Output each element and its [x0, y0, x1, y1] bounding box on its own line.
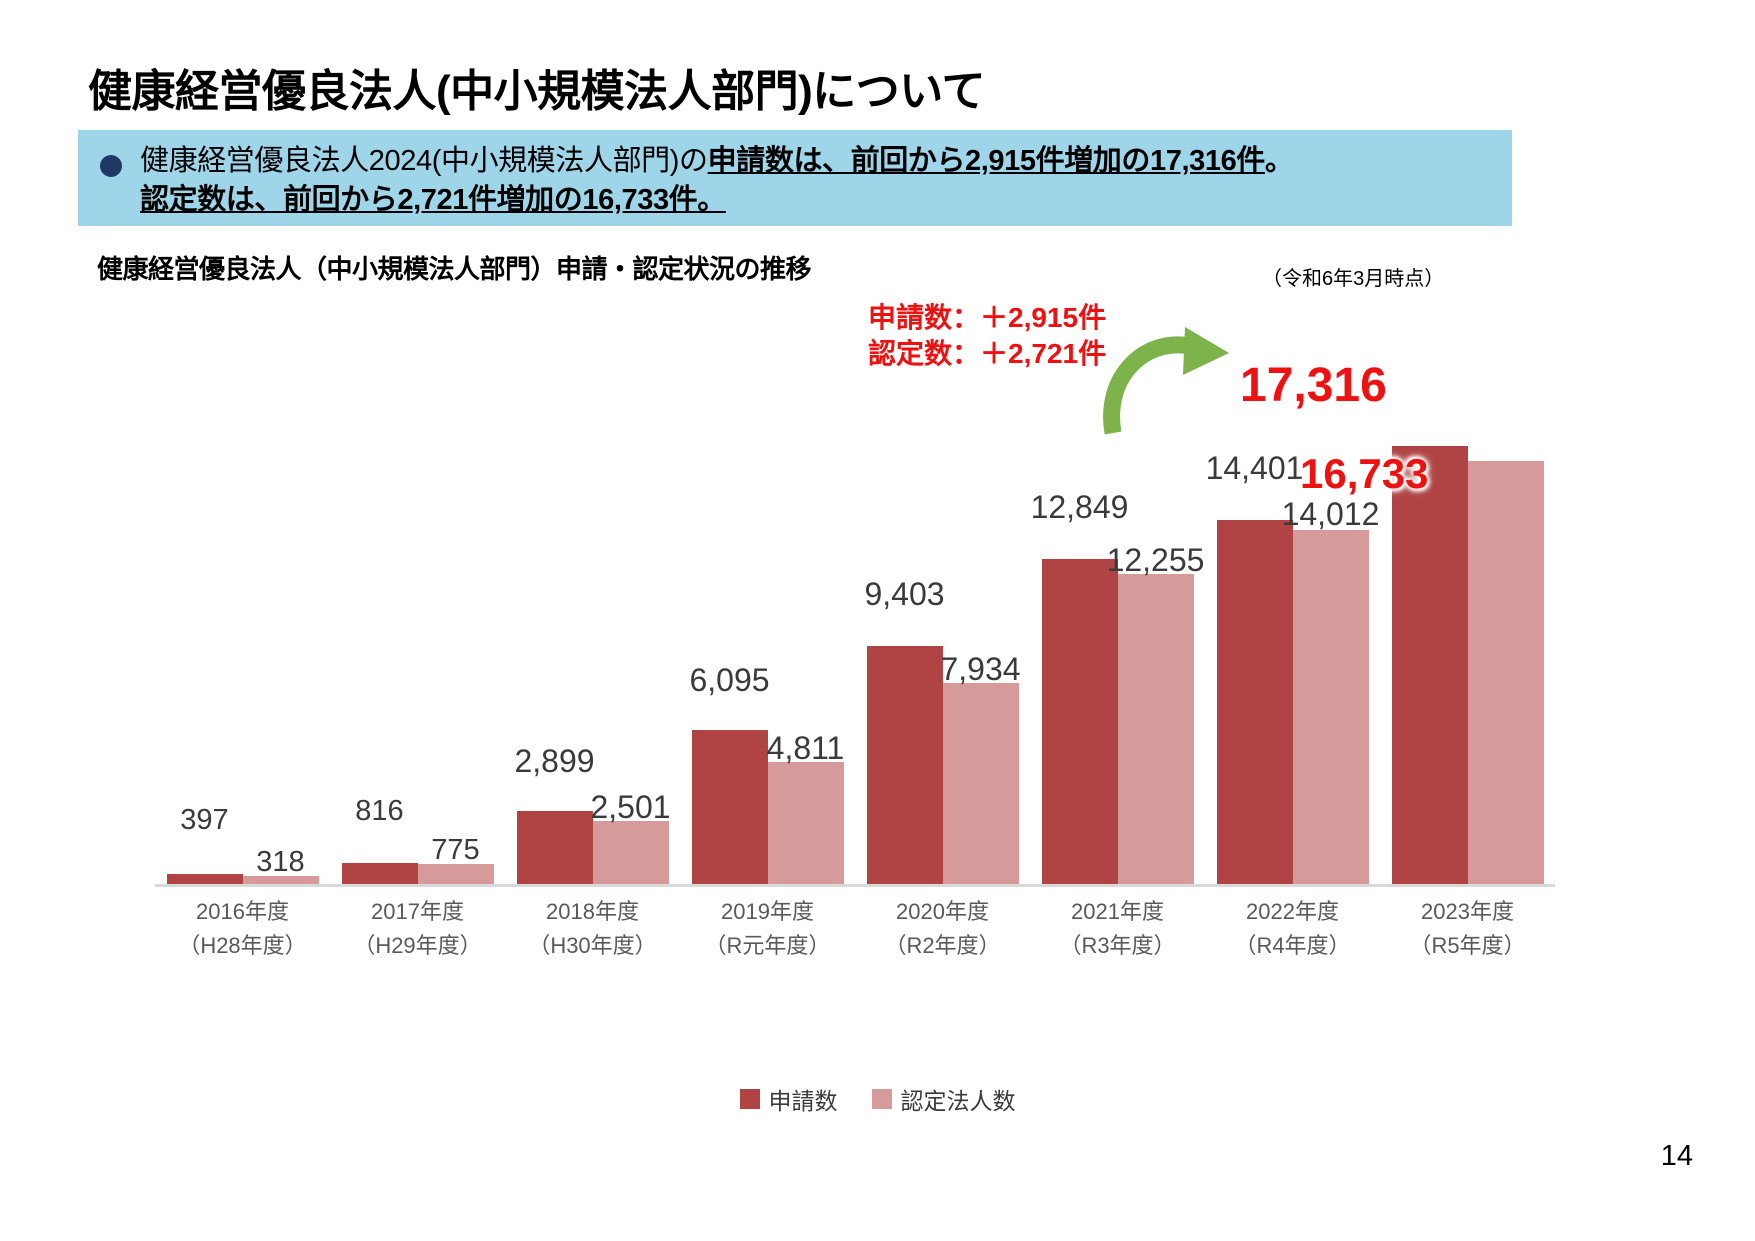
bar-2016年度-申請数 [166, 874, 243, 884]
bar-2023年度-認定法人数 [1467, 461, 1544, 884]
x-axis-era: （H29年度） [353, 933, 482, 958]
x-axis-year: 2020年度 [896, 899, 989, 924]
x-axis-era: （R3年度） [1059, 933, 1176, 958]
bar-label-2017年度-申請数: 816 [355, 795, 404, 827]
annotation-certified: 認定数：＋2,721件 [868, 338, 1107, 369]
bar-label-2019年度-認定法人数: 4,811 [766, 730, 845, 766]
bar-2018年度-申請数 [516, 811, 593, 884]
x-axis-year: 2016年度 [196, 899, 289, 924]
bar-2022年度-認定法人数 [1292, 530, 1369, 884]
bar-2021年度-認定法人数 [1117, 574, 1194, 884]
page-number: 14 [1660, 1140, 1693, 1172]
x-axis-year: 2021年度 [1071, 899, 1164, 924]
x-axis-label-2023年度: 2023年度 （R5年度） [1380, 895, 1555, 963]
chart-date-note: （令和6年3月時点） [1262, 268, 1445, 290]
x-axis-era: （R元年度） [704, 933, 831, 958]
chart-subtitle: 健康経営優良法人（中小規模法人部門）申請・認定状況の推移 [97, 254, 812, 284]
callout-text: 健康経営優良法人2024(中小規模法人部門)の申請数は、前回から2,915件増加… [140, 142, 1294, 220]
x-axis-label-2020年度: 2020年度 （R2年度） [855, 895, 1030, 963]
x-axis-label-2022年度: 2022年度 （R4年度） [1205, 895, 1380, 963]
x-axis-label-2019年度: 2019年度 （R元年度） [680, 895, 855, 963]
highlight-certified-2023: 16,733 [1300, 450, 1429, 497]
bar-label-2020年度-認定法人数: 7,934 [940, 651, 1021, 687]
bar-2018年度-認定法人数 [592, 821, 669, 884]
x-axis-label-2016年度: 2016年度 （H28年度） [155, 895, 330, 963]
callout-line1-part3: 。 [1264, 145, 1294, 177]
bar-2017年度-申請数 [341, 863, 418, 884]
x-axis-era: （R4年度） [1234, 933, 1351, 958]
bar-2017年度-認定法人数 [417, 864, 494, 884]
annotation-applications: 申請数：＋2,915件 [868, 302, 1107, 333]
legend-item-applications: 申請数 [739, 1082, 838, 1116]
bar-label-2022年度-認定法人数: 14,012 [1281, 496, 1380, 532]
x-axis-year: 2022年度 [1246, 899, 1339, 924]
x-axis-era: （R2年度） [884, 933, 1001, 958]
legend-swatch-icon [739, 1089, 760, 1109]
x-axis-era: （R5年度） [1409, 933, 1526, 958]
bar-label-2017年度-認定法人数: 775 [431, 834, 480, 866]
bar-label-2020年度-申請数: 9,403 [864, 576, 945, 612]
bar-2020年度-認定法人数 [942, 683, 1019, 884]
x-axis-year: 2023年度 [1421, 899, 1514, 924]
bar-2022年度-申請数 [1216, 520, 1293, 884]
page-title: 健康経営優良法人(中小規模法人部門)について [88, 67, 985, 116]
bar-label-2019年度-申請数: 6,095 [689, 662, 770, 698]
x-axis-label-2018年度: 2018年度 （H30年度） [505, 895, 680, 963]
bar-2019年度-認定法人数 [767, 762, 844, 884]
callout-line1-highlight: 申請数は、前回から2,915件増加の17,316件 [707, 145, 1266, 177]
bar-2020年度-申請数 [866, 646, 943, 884]
x-axis-label-2021年度: 2021年度 （R3年度） [1030, 895, 1205, 963]
legend-label-applications: 申請数 [768, 1088, 838, 1114]
bullet-icon [100, 155, 122, 177]
x-axis-era: （H30年度） [528, 933, 657, 958]
bar-2021年度-申請数 [1041, 559, 1118, 884]
callout-box: 健康経営優良法人2024(中小規模法人部門)の申請数は、前回から2,915件増加… [78, 130, 1512, 226]
bar-label-2021年度-申請数: 12,849 [1030, 489, 1129, 525]
x-axis-era: （H28年度） [178, 933, 307, 958]
increase-annotation: 申請数：＋2,915件 認定数：＋2,721件 [868, 300, 1106, 372]
bar-2019年度-申請数 [691, 730, 768, 884]
x-axis-year: 2019年度 [721, 899, 814, 924]
chart-legend: 申請数 認定法人数 [0, 1082, 1755, 1116]
bar-label-2022年度-申請数: 14,401 [1205, 450, 1304, 486]
bar-label-2021年度-認定法人数: 12,255 [1106, 542, 1205, 578]
bar-label-2016年度-認定法人数: 318 [256, 846, 305, 878]
bar-label-2018年度-認定法人数: 2,501 [590, 789, 671, 825]
callout-line1-part1: 健康経営優良法人2024(中小規模法人部門)の [140, 145, 708, 177]
x-axis-year: 2017年度 [371, 899, 464, 924]
x-axis-label-2017年度: 2017年度 （H29年度） [330, 895, 505, 963]
x-axis-line [155, 884, 1555, 887]
x-axis-year: 2018年度 [546, 899, 639, 924]
callout-line2: 認定数は、前回から2,721件増加の16,733件。 [140, 184, 726, 216]
legend-label-certified: 認定法人数 [900, 1088, 1016, 1114]
bar-label-2016年度-申請数: 397 [180, 804, 229, 836]
bar-2016年度-認定法人数 [242, 876, 319, 884]
legend-item-certified: 認定法人数 [871, 1082, 1016, 1116]
highlight-applications-2023: 17,316 [1240, 359, 1387, 412]
bar-2023年度-申請数 [1391, 446, 1468, 884]
bar-label-2018年度-申請数: 2,899 [514, 743, 595, 779]
legend-swatch-icon [871, 1089, 892, 1109]
curved-arrow-icon [1103, 327, 1229, 435]
